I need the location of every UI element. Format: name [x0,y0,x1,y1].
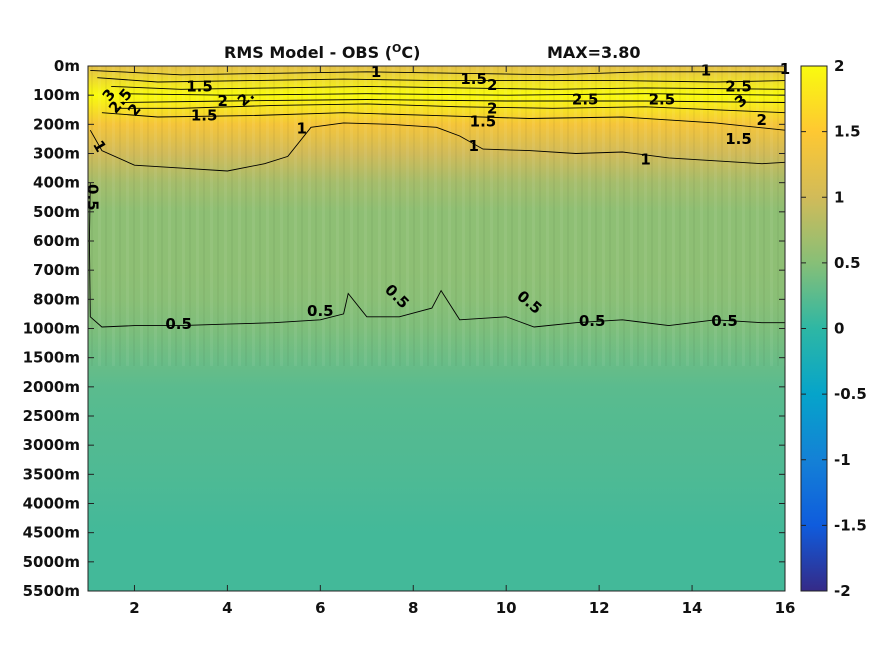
contour-label: 2 [757,111,767,129]
title-main: RMS Model - OBS (OC) [224,42,420,62]
contour-label: 2 [487,76,497,94]
y-tick-label: 200m [33,115,80,133]
contour-label: 0.5 [307,302,334,320]
contour-label: 2 [487,99,497,117]
colorbar-tick-label: 2 [834,57,844,75]
contour-label: 1.5 [470,112,497,130]
y-tick-label: 300m [33,145,80,163]
contour-label: 2.5 [649,91,676,109]
y-tick-label: 800m [33,290,80,308]
y-tick-label: 1500m [23,349,80,367]
contour-line [120,93,785,96]
colorbar: 2 1.5 1 0.5 0 -0.5 -1 -1.5 -2 [800,57,867,600]
contour-label: 1.5 [191,107,218,125]
colorbar-tick-label: 0.5 [834,254,861,272]
contour-line [101,112,785,131]
colorbar-ticks: 2 1.5 1 0.5 0 -0.5 -1 -1.5 -2 [801,57,867,600]
contour-label: 1 [297,120,307,138]
y-tick-label: 700m [33,261,80,279]
contour-line [115,103,785,114]
contour-line [111,85,785,90]
contour-label: 1.5 [725,130,752,148]
y-tick-label: 600m [33,232,80,250]
y-tick-label: 1000m [23,320,80,338]
contour-label: 0.5 [165,315,192,333]
x-tick-label: 16 [775,599,796,617]
y-tick-label: 4000m [23,495,80,513]
contour-line [120,99,785,103]
contour-label: 1 [468,137,478,155]
x-tick-label: 14 [682,599,703,617]
contour-label: 1 [701,61,711,79]
colorbar-tick-label: 1.5 [834,123,861,141]
x-tick-label: 4 [222,599,232,617]
y-tick-label: 2000m [23,378,80,396]
contour-label: 0.5 [84,184,102,211]
y-tick-label: 3500m [23,465,80,483]
contour-label: 0.5 [711,312,738,330]
title-max: MAX=3.80 [547,43,641,62]
colorbar-tick-label: -1.5 [834,516,867,534]
colorbar-tick-label: -2 [834,582,851,600]
contour-label: 1 [640,150,650,168]
chart-title: RMS Model - OBS (OC) MAX=3.80 [224,42,641,62]
contour-line [89,122,785,172]
y-tick-label: 5000m [23,553,80,571]
contour-label: 2.5 [572,91,599,109]
x-tick-label: 8 [408,599,418,617]
contour-label: 1.5 [186,77,213,95]
y-tick-label: 3000m [23,436,80,454]
x-tick-label: 2 [129,599,139,617]
contour-label: 2.5 [725,77,752,95]
x-tick-label: 10 [496,599,517,617]
plot-area: 11.5 1.5 212.512.532 2 2. 2 2.5 2.5 31.5 1.5 21.51… [84,60,790,592]
contour-label: 1.5 [460,70,487,88]
contour-label: 2 [218,92,228,110]
contour-lines [88,69,785,328]
x-tick-label: 6 [315,599,325,617]
contour-line [88,182,785,328]
contour-label: 1 [371,63,381,81]
y-axis: 0m 100m 200m 300m 400m 500m 600m 700m 800m 1000m 1… [23,57,785,600]
y-tick-label: 2500m [23,407,80,425]
colorbar-tick-label: -0.5 [834,385,867,403]
y-tick-label: 100m [33,86,80,104]
contour-line [90,69,785,76]
contour-line [97,77,785,83]
colorbar-tick-label: -1 [834,451,851,469]
y-tick-label: 500m [33,203,80,221]
contour-label: 0.5 [579,312,606,330]
x-tick-label: 12 [589,599,610,617]
x-axis: 2 4 6 8 10 12 14 16 [129,66,795,617]
y-tick-label: 5500m [23,582,80,600]
y-tick-label: 0m [54,57,80,75]
y-tick-label: 400m [33,174,80,192]
colorbar-tick-label: 1 [834,188,844,206]
colorbar-tick-label: 0 [834,320,844,338]
y-tick-label: 4500m [23,524,80,542]
